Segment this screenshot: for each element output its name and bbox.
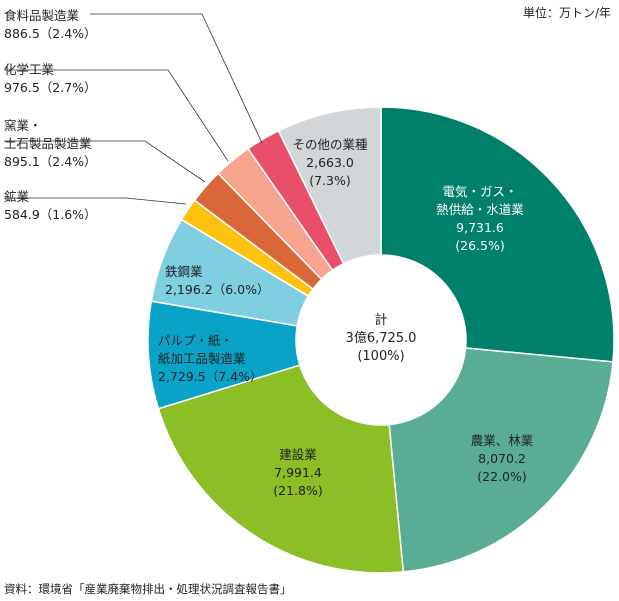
slice-label-4: 鉄鋼業 2,196.2（6.0%） [165,264,269,297]
leader-line-5 [4,197,187,205]
slice-label-0: 電気・ガス・熱供給・水道業 9,731.6 (26.5%) [436,184,524,253]
source-note: 資料：環境省「産業廃棄物排出・処理状況調査報告書」 [4,582,292,596]
slice-label-2: 建設業 7,991.4 (21.8%) [273,447,322,498]
slice-9 [277,106,382,265]
slice-label-5: 鉱業 584.9（1.6%） [4,189,97,222]
slice-2 [157,364,405,574]
slice-label-3: パルプ・紙・紙加工品製造業 2,729.5（7.4%） [158,333,262,384]
slice-label-8: 食料品製造業 886.5（2.4%） [4,8,97,41]
slice-0 [380,106,615,363]
slice-label-7: 化学工業 976.5（2.7%） [4,62,97,95]
leader-line-6 [4,140,206,183]
slice-label-9: その他の業種 2,663.0 (7.3%) [292,137,368,188]
slice-label-1: 農業、林業 8,070.2 (22.0%) [471,433,534,484]
slice-label-6: 窯業・土石製品製造業 895.1（2.4%） [4,118,97,169]
unit-label: 単位：万トン/年 [522,6,611,20]
center-total-label: 計 3億6,725.0 (100%) [346,312,417,364]
leader-line-7 [4,69,229,162]
slice-1 [388,347,614,573]
leader-line-8 [90,13,263,144]
